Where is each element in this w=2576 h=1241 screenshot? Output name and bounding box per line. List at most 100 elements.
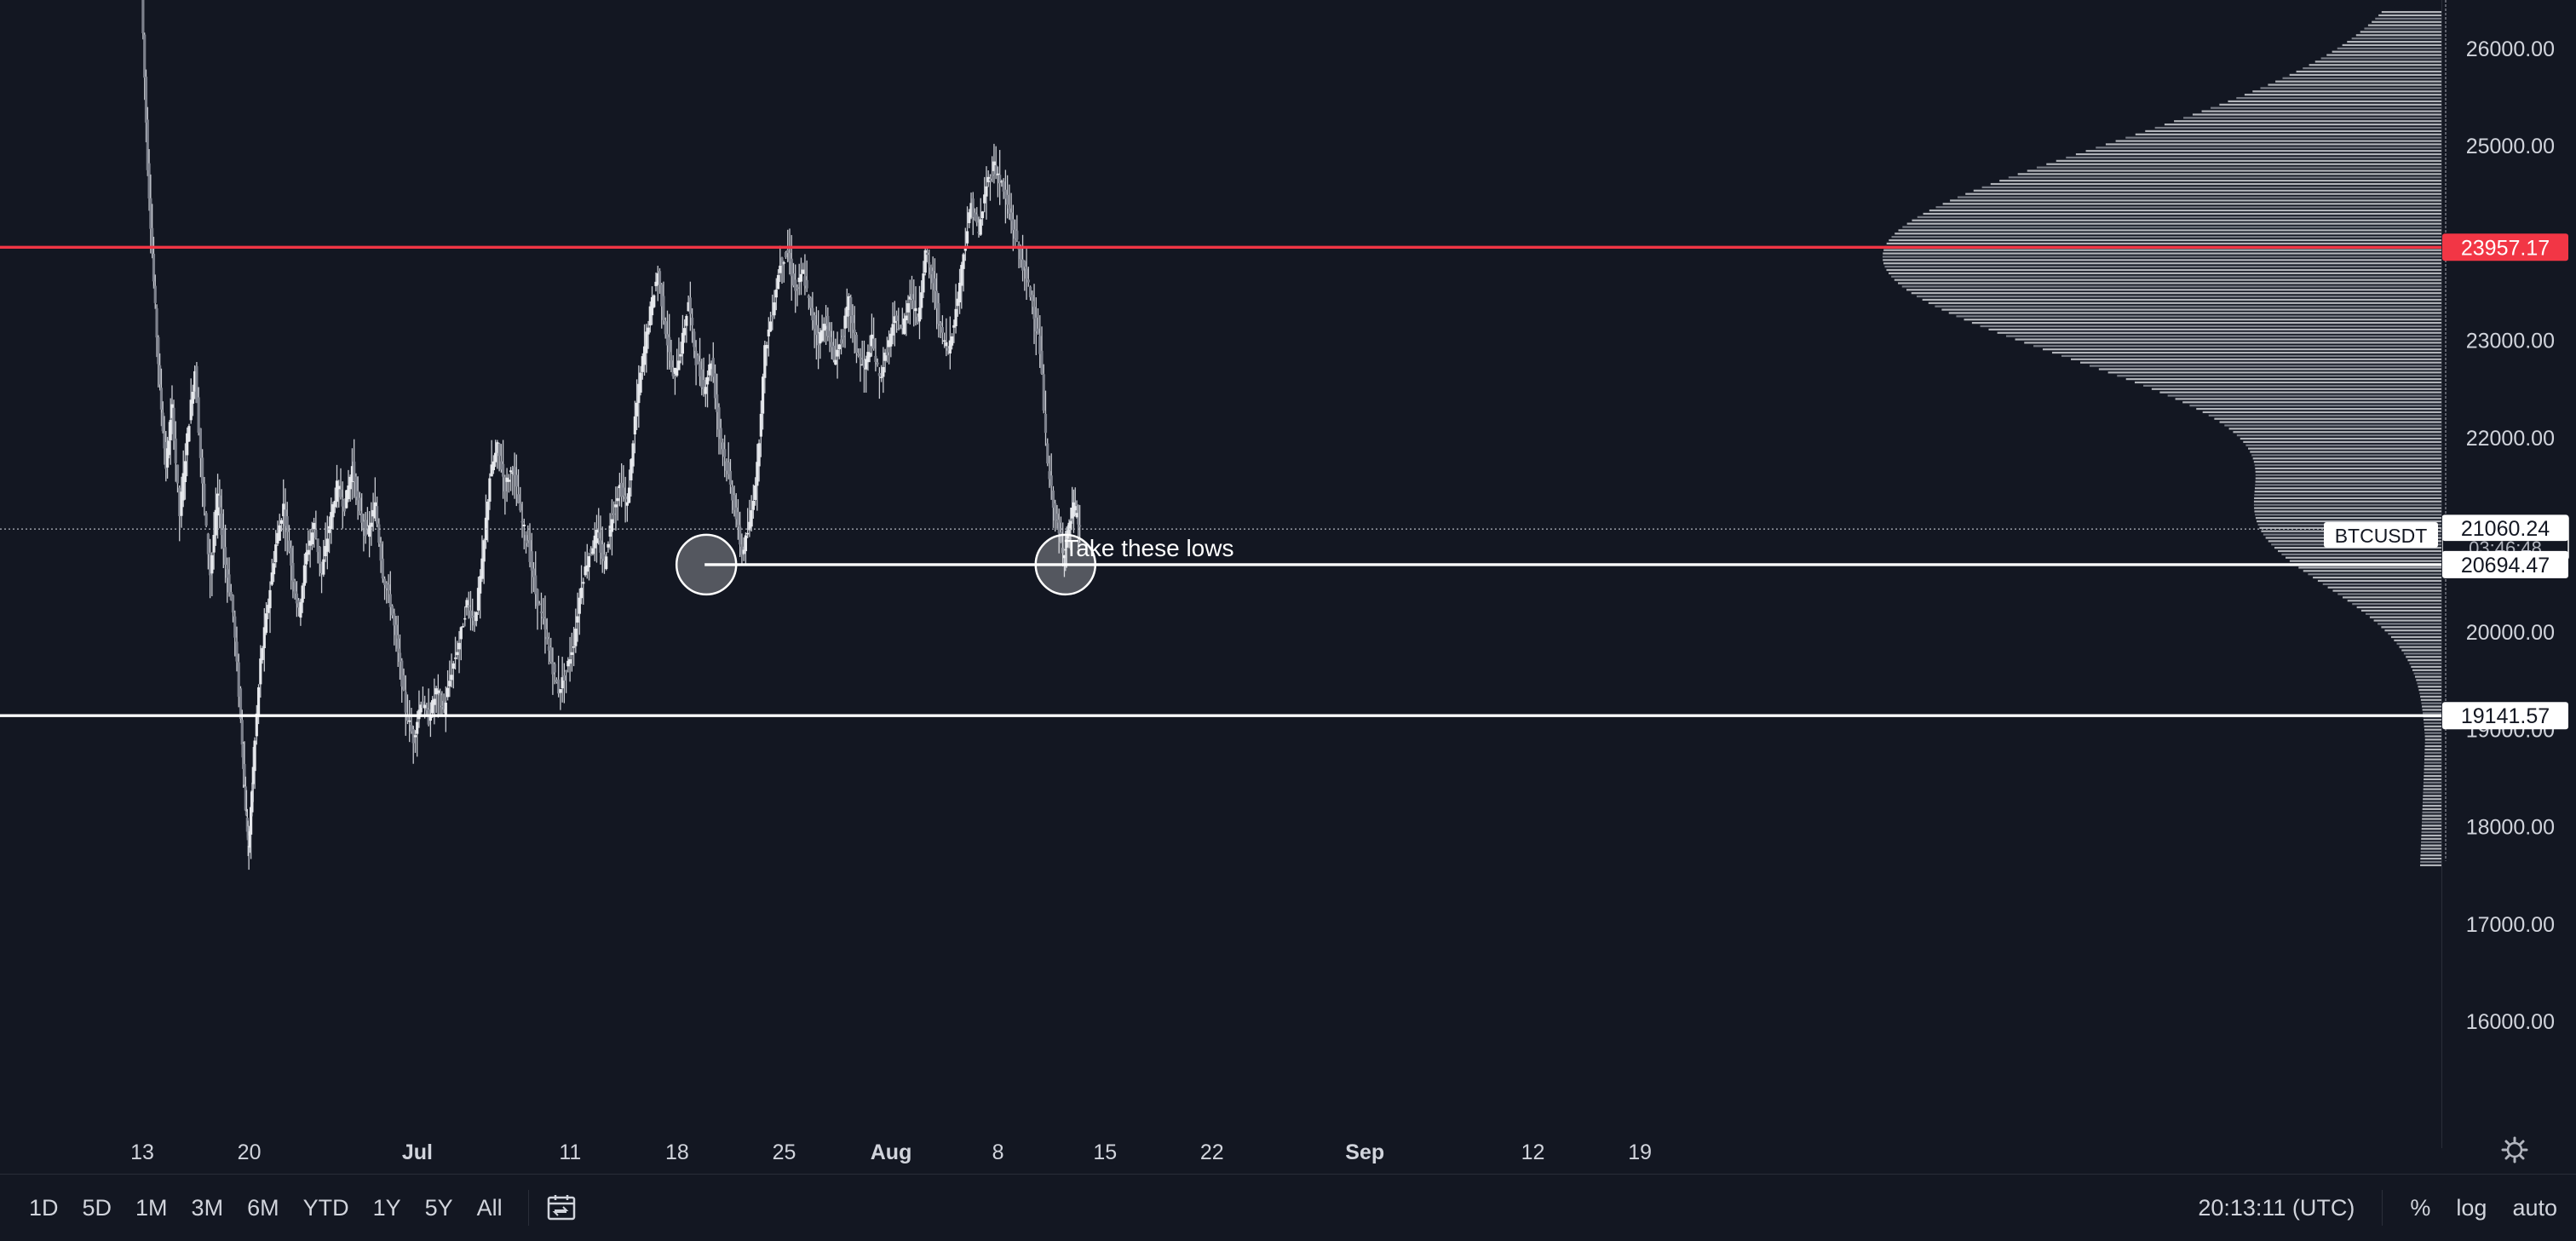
candle-body [243, 763, 246, 785]
candle-body [894, 315, 899, 321]
candle-body [382, 578, 387, 585]
range-ytd-button[interactable]: YTD [302, 1194, 349, 1221]
candle-body [725, 461, 728, 471]
candle-body [262, 627, 266, 649]
volume-profile-bar [2089, 365, 2441, 367]
marked-low-circle[interactable] [1034, 533, 1097, 596]
volume-profile-bar [2254, 487, 2441, 490]
candle-body [240, 720, 244, 745]
chart-area[interactable]: Take these lows BTCUSDT [0, 0, 2441, 1148]
time-axis[interactable]: 13 20 Jul 11 18 25 Aug 8 15 22 Sep 12 19 [0, 1133, 2441, 1172]
range-3m-button[interactable]: 3M [191, 1194, 224, 1221]
candle-body [565, 669, 568, 672]
volume-profile-bar [2257, 520, 2441, 523]
annotation-take-these-lows[interactable]: Take these lows [1064, 535, 1233, 561]
candle-body [450, 675, 453, 681]
volume-profile-bar [2046, 163, 2441, 165]
candle-body [479, 576, 482, 594]
goto-date-calendar-icon[interactable] [543, 1193, 578, 1222]
candle-body [579, 588, 584, 599]
volume-profile-bar [2332, 50, 2441, 53]
volume-profile-bar [1886, 242, 2441, 245]
volume-profile-bar [2159, 391, 2441, 394]
log-scale-toggle[interactable]: log [2456, 1194, 2487, 1221]
candle-body [299, 602, 302, 618]
volume-profile-bar [2042, 348, 2441, 351]
candle-body [358, 497, 362, 511]
auto-scale-toggle[interactable]: auto [2512, 1194, 2557, 1221]
toolbar-divider [527, 1189, 529, 1226]
candle-body [520, 520, 524, 523]
time-tick-label: 15 [1093, 1140, 1117, 1164]
candle-body [305, 552, 308, 565]
candle-body [943, 340, 946, 342]
range-1m-button[interactable]: 1M [135, 1194, 168, 1221]
volume-profile-bar [2228, 100, 2441, 103]
candles-series [141, 0, 1082, 870]
volume-profile-bar [2005, 335, 2441, 337]
candle-body [736, 512, 740, 526]
range-5d-button[interactable]: 5D [82, 1194, 112, 1221]
range-6m-button[interactable]: 6M [247, 1194, 279, 1221]
volume-profile-bar [2372, 20, 2441, 23]
candle-body [195, 365, 198, 404]
range-1y-button[interactable]: 1Y [372, 1194, 401, 1221]
candle-body [364, 520, 367, 537]
candle-body [390, 606, 394, 616]
volume-profile-bar [2027, 169, 2441, 172]
candle-body [186, 433, 189, 456]
volume-profile-bar [2252, 457, 2441, 460]
candle-body [221, 528, 225, 549]
candle-body [1003, 189, 1007, 199]
candle-body [1062, 554, 1067, 559]
candle-body [551, 662, 555, 675]
price-tick-label: 18000.00 [2466, 816, 2555, 840]
range-1d-button[interactable]: 1D [29, 1194, 59, 1221]
volume-profile-bar [1964, 319, 2441, 321]
settings-gear-icon[interactable] [2498, 1133, 2532, 1167]
candle-body [175, 464, 180, 484]
candle-body [497, 443, 501, 457]
volume-profile-bar [2422, 814, 2441, 817]
candle-body [716, 394, 719, 412]
candle-body [322, 559, 325, 575]
candle-body [713, 373, 717, 399]
candle-body [448, 681, 451, 687]
candle-body [605, 556, 608, 570]
price-axis[interactable]: 26000.0025000.0024000.0023000.0022000.00… [2441, 0, 2576, 1148]
range-5y-button[interactable]: 5Y [424, 1194, 453, 1221]
volume-profile-bar [2075, 152, 2441, 156]
candle-body [459, 627, 463, 640]
candle-body [654, 281, 658, 286]
candle-body [453, 658, 457, 659]
range-all-button[interactable]: All [476, 1194, 503, 1221]
horizontal-levels[interactable] [0, 245, 2441, 717]
candle-body [370, 522, 373, 527]
clock-time[interactable]: 20:13:11 (UTC) [2198, 1194, 2355, 1221]
time-tick-label: Aug [871, 1140, 912, 1164]
candle-body [507, 480, 510, 482]
candle-body [880, 376, 883, 378]
volume-profile-bar [2253, 500, 2441, 503]
volume-profile-bar [2424, 765, 2441, 767]
candle-body [622, 487, 625, 496]
candle-body [1046, 443, 1049, 464]
candle-body [824, 325, 828, 330]
candle-body [206, 533, 210, 554]
candle-body [212, 535, 216, 553]
candle-body [316, 538, 319, 553]
volume-profile-bar [2422, 709, 2441, 711]
level-label-red-bg [2442, 233, 2568, 261]
candle-body [1072, 502, 1076, 517]
candle-body [155, 307, 158, 338]
percent-scale-toggle[interactable]: % [2410, 1194, 2431, 1221]
volume-profile-bar [2317, 579, 2441, 583]
candle-body [1006, 194, 1009, 205]
price-tick-label: 17000.00 [2466, 913, 2555, 937]
candle-body [246, 826, 250, 841]
candle-body [295, 593, 299, 604]
candle-body [683, 328, 687, 336]
volume-profile-bar [2355, 34, 2441, 37]
candle-body [442, 700, 446, 710]
marked-low-circle[interactable] [675, 533, 738, 596]
